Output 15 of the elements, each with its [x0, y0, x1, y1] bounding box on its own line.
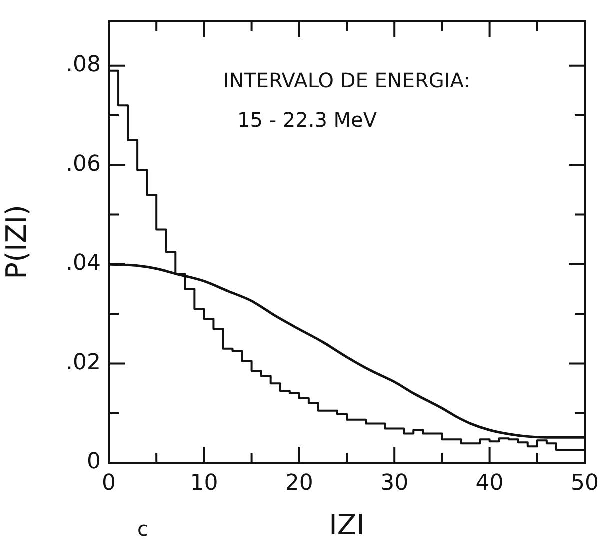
annotation: 15 - 22.3 MeV [238, 108, 378, 132]
x-tick-label: 40 [476, 470, 504, 496]
y-tick-label: 0 [87, 450, 101, 475]
text: c [138, 517, 149, 541]
annotation: INTERVALO DE ENERGIA: [223, 68, 470, 92]
y-tick-label: .04 [66, 251, 101, 276]
y-axis-title: P(IZI) [0, 204, 34, 280]
x-tick-label: 50 [571, 470, 600, 496]
y-tick-label: .06 [66, 152, 101, 177]
y-tick-label: .08 [66, 52, 101, 78]
x-tick-label: 10 [190, 470, 218, 496]
x-tick-label: 30 [380, 470, 409, 496]
x-tick-label: 20 [285, 470, 314, 496]
x-axis-title: IZI [329, 508, 365, 542]
y-tick-label: .02 [66, 350, 101, 376]
